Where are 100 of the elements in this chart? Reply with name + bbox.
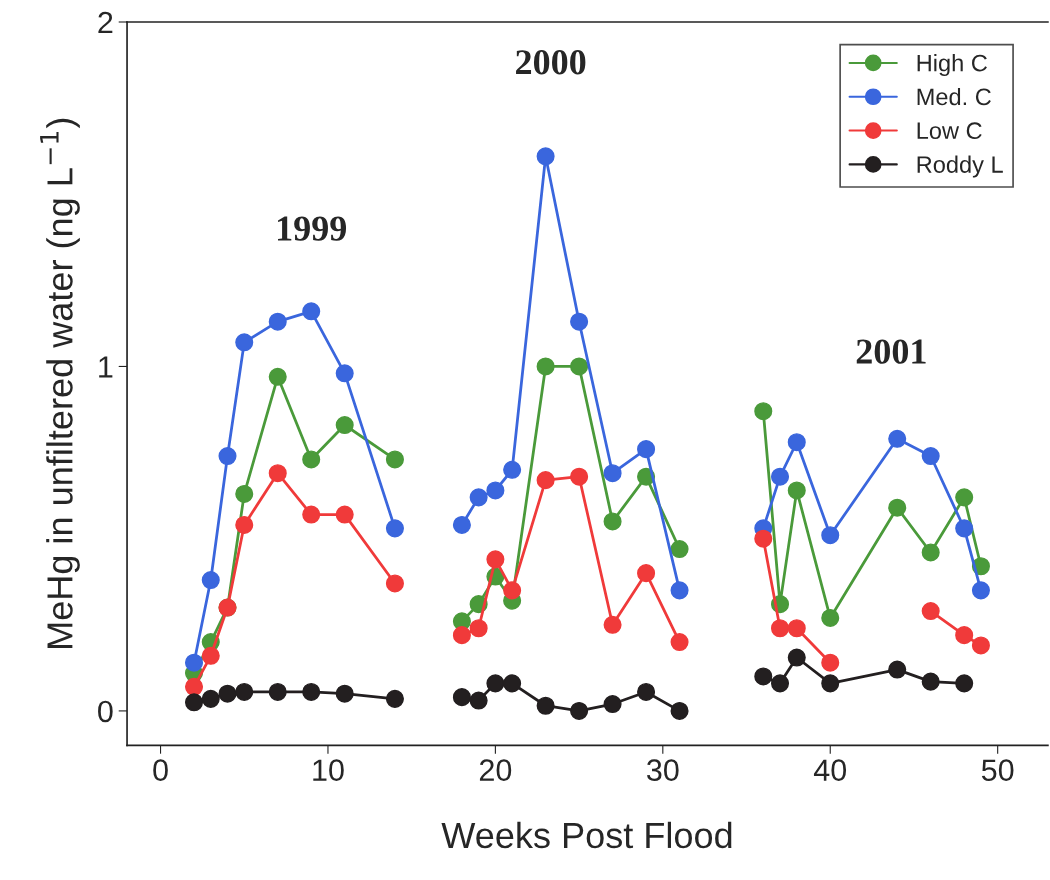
- point: [469, 619, 488, 638]
- point: [821, 674, 840, 693]
- point: [971, 581, 990, 600]
- x-tick-label: 30: [646, 759, 679, 781]
- point: [486, 550, 505, 569]
- point: [821, 526, 840, 545]
- point: [570, 701, 589, 720]
- point: [184, 653, 204, 672]
- point: [452, 515, 471, 534]
- point: [268, 367, 287, 386]
- point: [335, 505, 354, 524]
- point: [787, 433, 806, 452]
- point: [302, 450, 321, 469]
- x-tick-label: 10: [313, 759, 344, 781]
- point: [971, 636, 990, 655]
- point: [821, 608, 840, 627]
- point: [570, 312, 589, 331]
- point: [469, 691, 488, 710]
- legend-label: Med. C: [917, 87, 991, 106]
- point: [603, 615, 622, 634]
- point: [670, 539, 689, 559]
- x-tick-label: 50: [981, 759, 1014, 781]
- point: [268, 464, 287, 483]
- point: [235, 515, 254, 534]
- annotation: 2001: [856, 339, 926, 364]
- point: [921, 601, 940, 621]
- point: [821, 653, 840, 672]
- point: [486, 481, 505, 500]
- point: [335, 684, 354, 703]
- annotation: 1999: [278, 216, 347, 241]
- x-tick-label: 20: [479, 759, 512, 781]
- point: [218, 684, 237, 703]
- point: [637, 682, 656, 701]
- point: [235, 682, 254, 701]
- point: [503, 581, 522, 600]
- point: [888, 660, 907, 679]
- point: [385, 519, 404, 538]
- legend-label: High C: [917, 54, 987, 77]
- point: [888, 429, 907, 448]
- point: [201, 646, 220, 665]
- x-axis-title: Weeks Post Flood: [441, 821, 732, 849]
- point: [637, 564, 656, 583]
- point: [754, 402, 773, 421]
- point: [268, 312, 287, 331]
- point: [955, 488, 974, 507]
- point: [385, 689, 404, 708]
- point: [754, 529, 773, 548]
- x-tick-label: 0: [153, 759, 168, 781]
- point: [302, 682, 321, 701]
- point: [955, 626, 974, 645]
- x-tick-label: 40: [813, 759, 847, 781]
- point: [670, 581, 689, 600]
- point: [536, 357, 555, 376]
- point: [536, 471, 555, 490]
- point: [570, 357, 589, 376]
- legend-label: Roddy L: [917, 155, 1003, 178]
- point: [235, 484, 254, 503]
- point: [670, 632, 689, 652]
- point: [335, 364, 354, 383]
- point: [385, 574, 404, 593]
- y-axis-title: MeHg in unfiltered water (ng L$^{−1}$): [40, 118, 80, 648]
- point: [503, 674, 522, 693]
- point: [921, 543, 940, 562]
- point: [385, 450, 404, 469]
- point: [787, 648, 806, 667]
- point: [469, 488, 488, 507]
- point: [452, 688, 471, 707]
- point: [603, 512, 622, 531]
- point: [670, 701, 689, 720]
- point: [955, 674, 974, 693]
- point: [184, 677, 204, 696]
- y-tick-label: 2: [98, 11, 113, 34]
- point: [201, 689, 220, 708]
- y-tick-label: 1: [99, 356, 113, 378]
- point: [536, 147, 555, 166]
- legend-label: Low C: [917, 122, 982, 140]
- point: [201, 570, 220, 590]
- point: [770, 467, 790, 486]
- point: [218, 446, 237, 466]
- point: [955, 519, 974, 538]
- point: [536, 696, 555, 715]
- point: [503, 460, 522, 479]
- point: [335, 415, 354, 435]
- point: [921, 446, 940, 466]
- annotation: 2000: [516, 50, 586, 75]
- point: [603, 464, 622, 483]
- point: [268, 682, 287, 701]
- point: [787, 619, 806, 638]
- point: [235, 333, 254, 352]
- point: [302, 505, 321, 524]
- point: [787, 481, 806, 500]
- point: [754, 667, 773, 686]
- point: [770, 619, 790, 638]
- point: [486, 674, 505, 693]
- point: [603, 694, 622, 714]
- point: [302, 302, 321, 321]
- point: [888, 498, 907, 517]
- y-tick-label: 0: [98, 700, 113, 723]
- point: [452, 626, 471, 645]
- point: [184, 693, 204, 712]
